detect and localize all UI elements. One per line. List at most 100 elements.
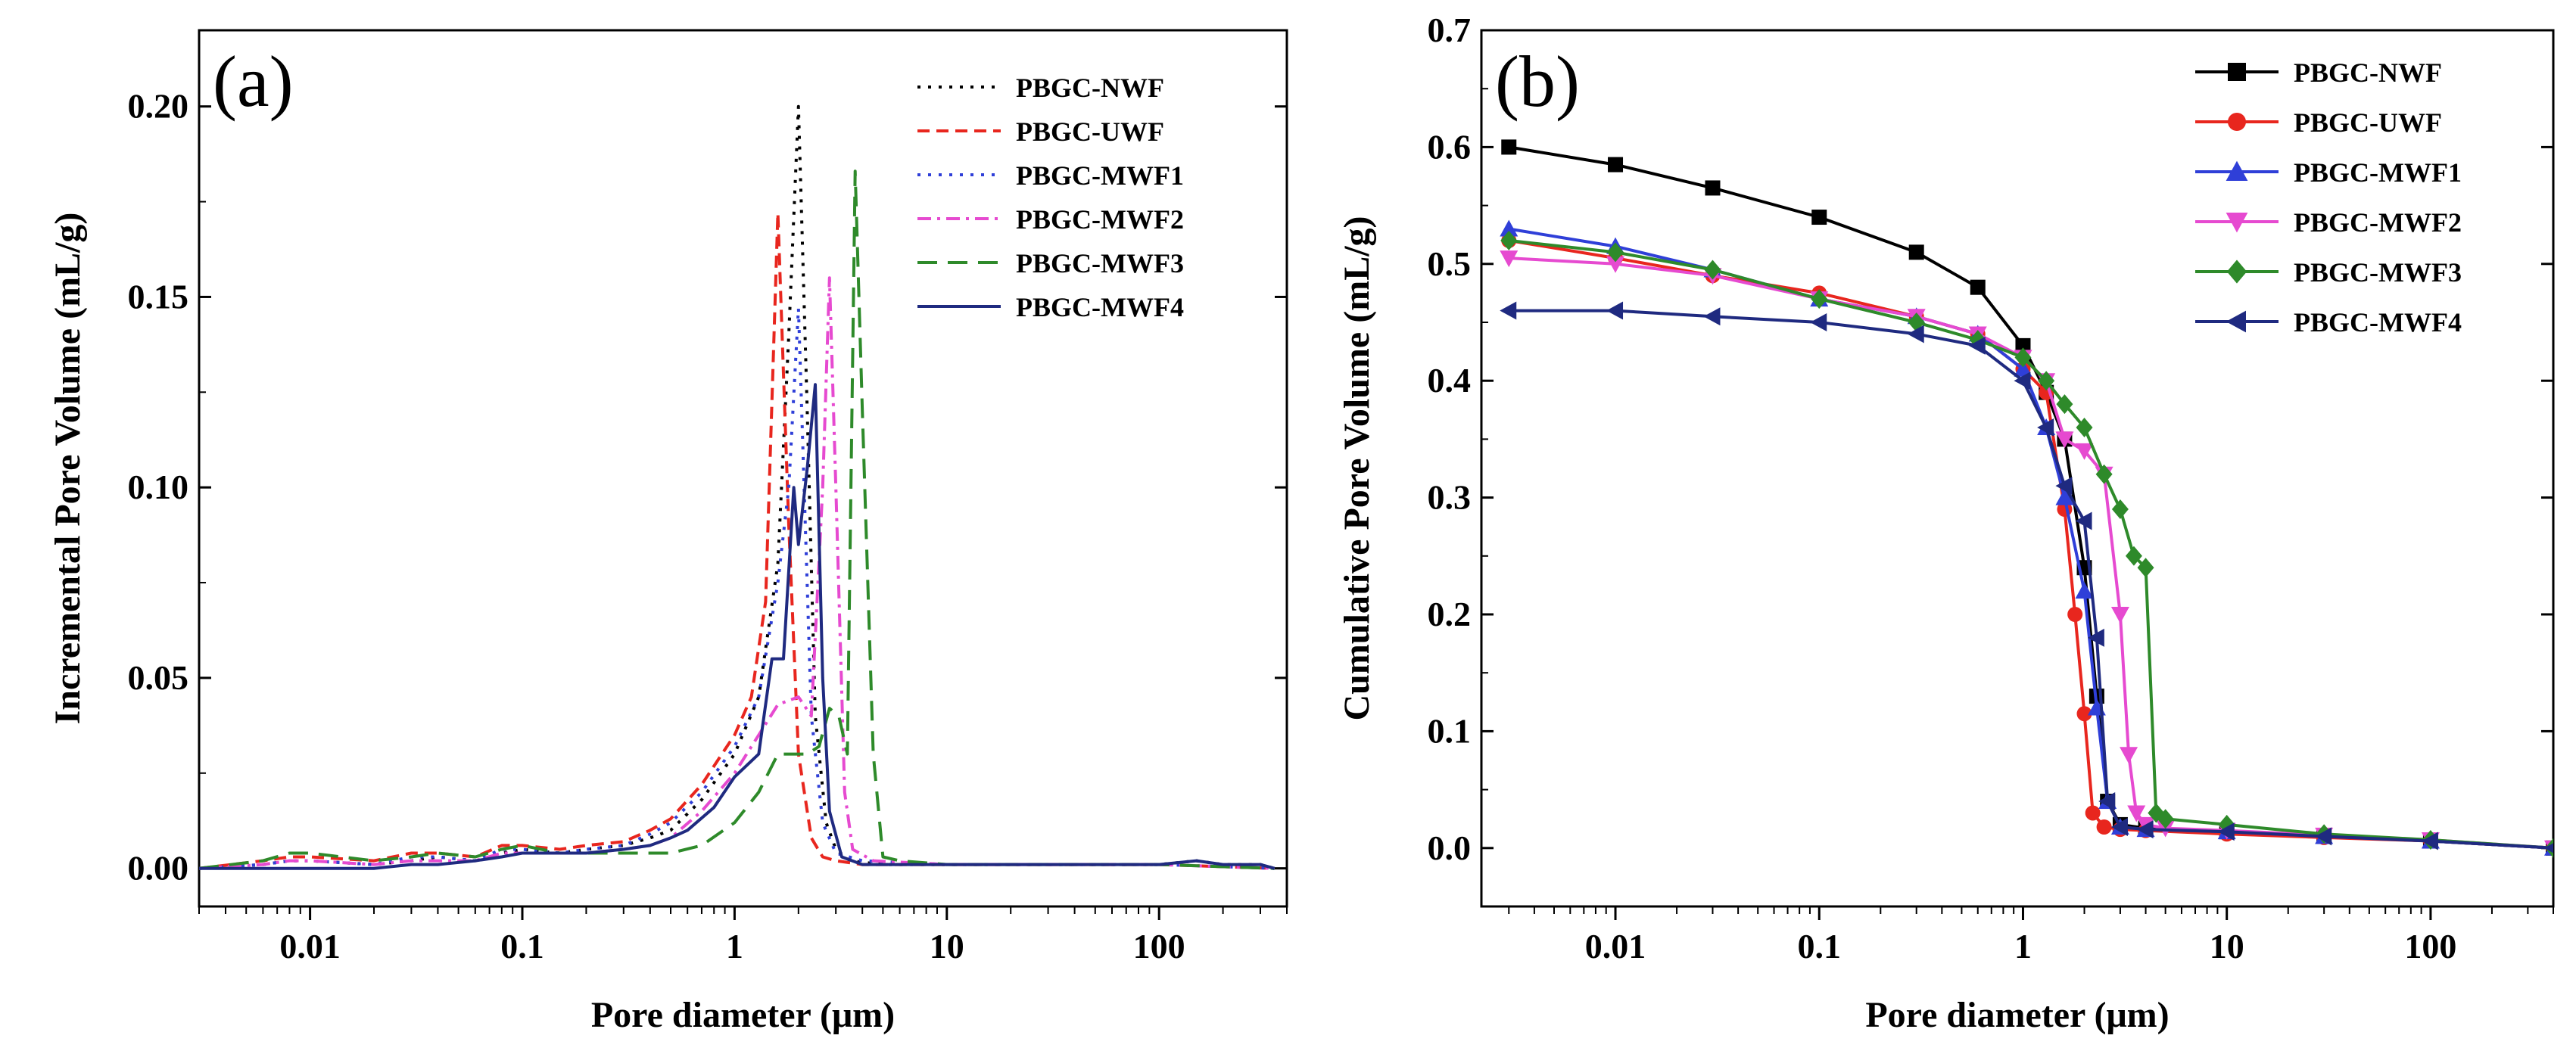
panel-a-legend-item-pbgc-mwf1: PBGC-MWF1 xyxy=(917,160,1184,191)
panel-a-legend-label: PBGC-MWF1 xyxy=(1016,160,1184,191)
panel-b-y-tick-label: 0.2 xyxy=(1428,595,1472,633)
panel-b-series-line-pbgc-mwf4 xyxy=(1509,309,2553,850)
panel-a-x-axis-title: Pore diameter (μm) xyxy=(591,995,895,1035)
panel-a-x-tick-label: 0.01 xyxy=(279,927,341,965)
panel-b-y-tick-label: 0.1 xyxy=(1428,711,1472,750)
panel-b-data-point-pbgc-mwf4 xyxy=(2098,792,2116,811)
panel-b-legend-marker xyxy=(2226,260,2247,284)
panel-a-panel-label: (a) xyxy=(213,41,294,122)
panel-b-data-point-pbgc-mwf4 xyxy=(2087,628,2104,647)
panel-b-data-point-pbgc-mwf3 xyxy=(2076,417,2093,437)
panel-a-x-tick-label: 10 xyxy=(930,927,964,965)
panel-b-data-point-pbgc-mwf2 xyxy=(2055,431,2074,449)
panel-b-data-point-pbgc-uwf xyxy=(2085,805,2101,821)
panel-a-legend-label: PBGC-UWF xyxy=(1016,117,1164,147)
panel-a-legend-item-pbgc-nwf: PBGC-NWF xyxy=(917,73,1164,103)
panel-b-legend-item-pbgc-mwf4: PBGC-MWF4 xyxy=(2195,307,2462,337)
panel-a-y-tick-label: 0.15 xyxy=(128,277,189,316)
panel-a-series-pbgc-uwf xyxy=(199,211,1275,870)
panel-b-data-point-pbgc-mwf3 xyxy=(2125,546,2142,566)
panel-a-y-tick-label: 0.00 xyxy=(128,849,189,888)
panel-a-chart: 0.00 0.05 0.10 0.15 0.20 0.01 0.1 1 10 100 Pore di… xyxy=(48,29,1288,1035)
panel-b-legend-label: PBGC-NWF xyxy=(2294,58,2442,88)
panel-b-y-tick-label: 0.3 xyxy=(1428,478,1472,517)
panel-b-data-point-pbgc-mwf3 xyxy=(2157,809,2174,829)
panel-b-data-point-pbgc-nwf xyxy=(1705,180,1721,196)
panel-b-data-point-pbgc-uwf xyxy=(2067,607,2083,622)
panel-a-legend-label: PBGC-MWF4 xyxy=(1016,292,1184,322)
panel-a-series-pbgc-mwf4 xyxy=(199,383,1276,870)
panel-b-data-point-pbgc-mwf4 xyxy=(2544,843,2553,853)
panel-b-legend-marker xyxy=(2226,310,2246,333)
panel-b-data-point-pbgc-mwf4 xyxy=(2055,477,2073,496)
panel-b-legend-label: PBGC-MWF3 xyxy=(2294,257,2462,288)
panel-a-series-line-pbgc-mwf3 xyxy=(199,169,1275,870)
panel-b-legend-label: PBGC-MWF4 xyxy=(2294,307,2462,337)
panel-b-data-point-pbgc-mwf3 xyxy=(2111,499,2129,520)
panel-b-x-tick-label: 0.01 xyxy=(1585,927,1646,965)
panel-a-y-tick-label: 0.05 xyxy=(128,658,189,697)
panel-a-legend-item-pbgc-mwf4: PBGC-MWF4 xyxy=(917,292,1184,322)
panel-b-data-point-pbgc-mwf4 xyxy=(2037,418,2054,437)
panel-b-legend-item-pbgc-nwf: PBGC-NWF xyxy=(2195,58,2442,88)
panel-b-y-tick-label: 0.5 xyxy=(1428,244,1472,283)
panel-b-data-point-pbgc-mwf3 xyxy=(2056,394,2073,415)
panel-a-series-pbgc-mwf2 xyxy=(199,276,1275,870)
panel-b-data-point-pbgc-nwf xyxy=(1811,210,1827,225)
panel-b-y-tick-label: 0.4 xyxy=(1428,361,1472,400)
panel-b-series-pbgc-mwf2 xyxy=(1500,250,2553,857)
panel-b-data-point-pbgc-nwf xyxy=(1908,244,1924,260)
panel-a-legend-label: PBGC-MWF3 xyxy=(1016,248,1184,278)
panel-b-data-point-pbgc-nwf xyxy=(1501,139,1517,155)
panel-b-data-point-pbgc-mwf1 xyxy=(2055,488,2074,505)
panel-b-legend-label: PBGC-MWF2 xyxy=(2294,207,2462,238)
panel-b-data-point-pbgc-mwf3 xyxy=(2095,464,2113,484)
panel-b-data-point-pbgc-mwf2 xyxy=(2075,443,2094,460)
panel-b-data-point-pbgc-mwf3 xyxy=(1607,242,1624,263)
panel-b-x-axis-title: Pore diameter (μm) xyxy=(1865,995,2169,1035)
panel-a-legend-item-pbgc-mwf2: PBGC-MWF2 xyxy=(917,204,1184,235)
panel-b-legend-label: PBGC-UWF xyxy=(2294,107,2442,138)
panel-b-y-axis-title: Cumulative Pore Volume (mL/g) xyxy=(1337,216,1377,720)
panel-b-y-tick-label: 0.6 xyxy=(1428,127,1472,166)
panel-a-x-tick-label: 0.1 xyxy=(500,927,544,965)
panel-b-data-point-pbgc-mwf2 xyxy=(2120,747,2138,764)
panel-b-data-point-pbgc-mwf4 xyxy=(1907,325,1924,344)
panel-b-data-point-pbgc-mwf2 xyxy=(2127,805,2146,822)
panel-b-data-point-pbgc-mwf3 xyxy=(1500,230,1518,250)
panel-b-y-tick-label: 0.7 xyxy=(1428,11,1472,49)
panel-b-data-point-pbgc-nwf xyxy=(1970,279,1986,295)
panel-b-data-point-pbgc-mwf3 xyxy=(1811,289,1828,309)
panel-b-x-tick-label: 0.1 xyxy=(1798,927,1842,965)
panel-b-data-point-pbgc-uwf xyxy=(2096,819,2112,835)
panel-b-legend-marker xyxy=(2228,63,2246,81)
panel-a-legend-item-pbgc-mwf3: PBGC-MWF3 xyxy=(917,248,1184,278)
panel-a-legend-label: PBGC-NWF xyxy=(1016,73,1164,103)
panel-b-data-point-pbgc-mwf4 xyxy=(2014,372,2031,390)
panel-b-legend-marker xyxy=(2228,113,2246,131)
panel-b-data-point-pbgc-mwf1 xyxy=(2014,359,2032,377)
panel-a-series-line-pbgc-mwf1 xyxy=(199,306,1275,870)
panel-b-data-point-pbgc-mwf4 xyxy=(1606,301,1624,320)
panel-b-legend-label: PBGC-MWF1 xyxy=(2294,157,2462,188)
panel-b-data-point-pbgc-mwf3 xyxy=(2014,347,2032,368)
panel-b-data-point-pbgc-mwf4 xyxy=(2136,820,2154,839)
panel-b-chart: 0.0 0.1 0.2 0.3 0.4 0.5 0.6 0.7 0.01 0.1 1 10 100 Por… xyxy=(1337,11,2555,1035)
panel-a-y-axis-title: Incremental Pore Volume (mL/g) xyxy=(48,213,88,725)
panel-b-data-point-pbgc-mwf2 xyxy=(1606,256,1625,273)
panel-b-data-point-pbgc-uwf xyxy=(2076,706,2092,722)
panel-b-data-point-pbgc-mwf4 xyxy=(1500,301,1517,320)
panel-b-legend-marker xyxy=(2226,160,2248,181)
panel-b-data-point-pbgc-mwf3 xyxy=(2137,558,2154,578)
panel-b-data-point-pbgc-mwf4 xyxy=(1810,313,1827,331)
panel-b-series-line-pbgc-mwf2 xyxy=(1509,257,2553,850)
panel-b-x-tick-label: 100 xyxy=(2404,927,2456,965)
panel-b-data-point-pbgc-mwf2 xyxy=(2110,607,2129,623)
panel-b-y-tick-label: 0.0 xyxy=(1428,829,1472,867)
panel-b-series-pbgc-mwf3 xyxy=(1500,230,2553,858)
panel-b-data-point-pbgc-mwf4 xyxy=(2315,827,2332,846)
panel-b-plot-frame xyxy=(1480,29,2555,908)
panel-b-series-pbgc-nwf xyxy=(1501,139,2553,856)
panel-b-legend-item-pbgc-mwf2: PBGC-MWF2 xyxy=(2195,207,2462,238)
